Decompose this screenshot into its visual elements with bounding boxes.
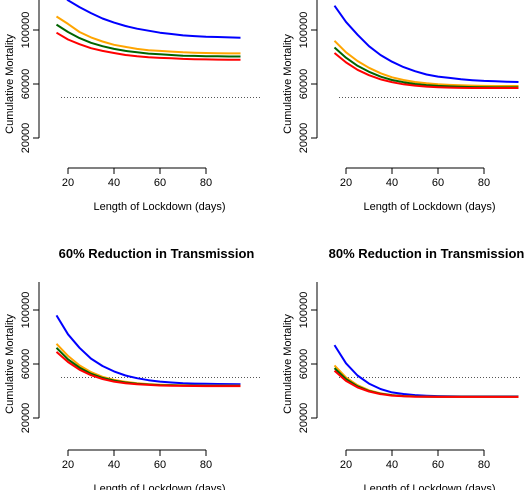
y-tick-label: 20000 — [298, 123, 310, 154]
x-tick-label: 40 — [386, 177, 398, 189]
y-tick-label: 60000 — [298, 349, 310, 380]
chart-panel-1: 20000 60000 100000 20 40 60 80 Length of Lockdo… — [4, 0, 260, 213]
y-tick-label: 60000 — [20, 69, 32, 100]
y-tick-label: 20000 — [20, 403, 32, 434]
red-series-line — [333, 52, 519, 89]
x-axis-title: Length of Lockdown (days) — [363, 483, 495, 490]
red-series-line — [55, 351, 241, 388]
y-tick-label: 60000 — [20, 349, 32, 380]
x-tick-label: 60 — [432, 177, 444, 189]
panel-title: 80% Reduction in Transmission — [329, 246, 525, 261]
y-tick-label: 20000 — [298, 403, 310, 434]
y-tick-label: 100000 — [298, 292, 310, 329]
x-tick-label: 20 — [340, 459, 352, 471]
blue-series-line — [55, 314, 241, 386]
x-tick-label: 40 — [108, 459, 120, 471]
blue-series-line — [333, 5, 519, 83]
x-axis-title: Length of Lockdown (days) — [93, 201, 225, 213]
x-axis-title: Length of Lockdown (days) — [93, 483, 225, 490]
y-tick-label: 100000 — [20, 292, 32, 329]
x-tick-label: 20 — [62, 177, 74, 189]
x-tick-label: 60 — [154, 177, 166, 189]
y-axis-title: Cumulative Mortality — [282, 34, 294, 134]
x-tick-label: 60 — [432, 459, 444, 471]
orange-series-line — [55, 15, 241, 55]
y-axis-title: Cumulative Mortality — [282, 314, 294, 414]
chart-panel-2: 20000 60000 100000 20 40 60 80 Length of Lockdo… — [282, 0, 522, 213]
green-series-line — [55, 23, 241, 58]
y-axis-title: Cumulative Mortality — [4, 314, 16, 414]
red-series-line — [55, 31, 241, 61]
orange-series-line — [333, 40, 519, 87]
chart-panel-3: 60% Reduction in Transmission 20000 60000 1… — [4, 246, 260, 490]
x-tick-label: 20 — [340, 177, 352, 189]
panel-title: 60% Reduction in Transmission — [59, 246, 255, 261]
x-tick-label: 40 — [108, 177, 120, 189]
x-tick-label: 20 — [62, 459, 74, 471]
x-tick-label: 80 — [200, 177, 212, 189]
x-tick-label: 60 — [154, 459, 166, 471]
x-tick-label: 80 — [478, 177, 490, 189]
y-tick-label: 100000 — [298, 12, 310, 49]
red-series-line — [333, 370, 519, 398]
chart-panel-4: 80% Reduction in Transmission 20000 60000 1… — [282, 246, 524, 490]
x-tick-label: 80 — [200, 459, 212, 471]
orange-series-line — [333, 364, 519, 398]
y-tick-label: 100000 — [20, 12, 32, 49]
x-axis-title: Length of Lockdown (days) — [363, 201, 495, 213]
x-tick-label: 80 — [478, 459, 490, 471]
x-tick-label: 40 — [386, 459, 398, 471]
green-series-line — [333, 367, 519, 398]
blue-series-line — [66, 0, 241, 39]
y-axis-title: Cumulative Mortality — [4, 34, 16, 134]
y-tick-label: 20000 — [20, 123, 32, 154]
y-tick-label: 60000 — [298, 69, 310, 100]
